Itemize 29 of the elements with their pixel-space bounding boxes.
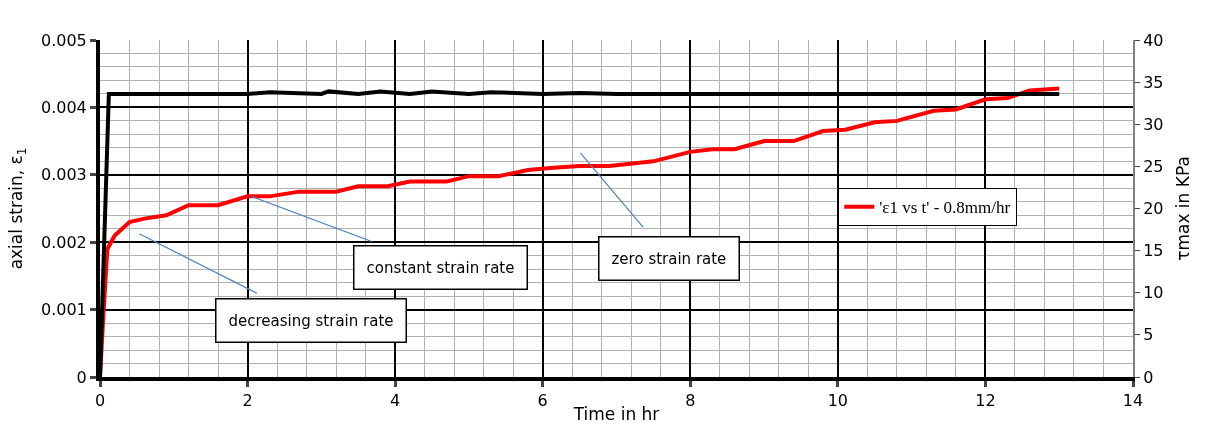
legend-label: 'ε1 vs t' - 0.8mm/hr (879, 198, 1011, 218)
x-tick-label: 6 (537, 391, 548, 411)
x-axis-title: Time in hr (572, 404, 660, 425)
y2-tick-label: 25 (1143, 156, 1164, 176)
x-tick-label: 14 (1122, 391, 1144, 411)
y-tick-label: 0.004 (40, 98, 87, 117)
y2-tick-label: 10 (1143, 283, 1164, 303)
y2-tick-label: 40 (1143, 30, 1164, 50)
y2-tick-label: 30 (1143, 114, 1164, 134)
y-tick-label: 0.002 (40, 232, 87, 252)
x-tick-label: 10 (827, 391, 849, 411)
annotation: constant strain rate (366, 258, 515, 277)
y2-axis-title: τmax in KPa (1173, 156, 1194, 261)
y2-tick-label: 15 (1143, 241, 1164, 261)
y-tick-label: 0 (76, 367, 87, 387)
y2-tick-label: 20 (1143, 199, 1164, 219)
annotation: zero strain rate (611, 249, 727, 268)
x-tick-label: 2 (242, 391, 253, 411)
annotation: decreasing strain rate (228, 311, 394, 330)
y-tick-label: 0.001 (40, 300, 87, 320)
x-tick-label: 4 (390, 391, 401, 411)
x-tick-label: 8 (685, 391, 696, 411)
x-tick-label: 0 (94, 391, 106, 411)
y2-tick-label: 5 (1143, 325, 1154, 345)
y-tick-label: 0.005 (40, 30, 87, 50)
y-tick-label: 0.003 (40, 165, 87, 185)
y2-tick-label: 35 (1143, 72, 1164, 92)
y2-tick-label: 0 (1143, 367, 1154, 387)
x-tick-label: 12 (975, 391, 996, 411)
